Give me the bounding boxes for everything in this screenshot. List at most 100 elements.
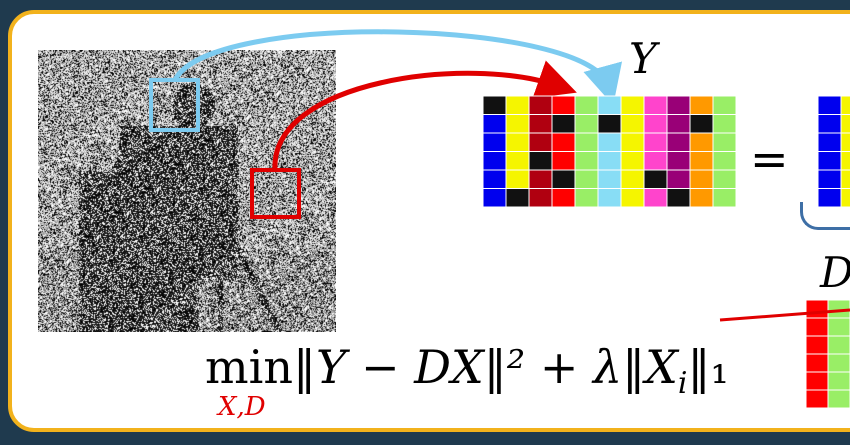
matrix-y-cell bbox=[643, 114, 668, 134]
matrix-y-cell bbox=[482, 132, 507, 152]
blue-arrow bbox=[172, 29, 622, 106]
matrix-y-cell bbox=[574, 169, 599, 189]
matrix-y-cell bbox=[666, 188, 691, 208]
matrix-x-cell bbox=[840, 151, 850, 171]
brace-underline bbox=[800, 202, 850, 230]
matrix-x-partial bbox=[817, 95, 850, 208]
matrix-y-cell bbox=[505, 169, 530, 189]
matrix-y-cell bbox=[505, 188, 530, 208]
matrix-y-cell bbox=[620, 151, 645, 171]
matrix-y-cell bbox=[574, 151, 599, 171]
matrix-y-cell bbox=[620, 114, 645, 134]
formula-body: ‖Y − DX‖² + λ‖X bbox=[292, 340, 678, 394]
matrix-y-cell bbox=[689, 132, 714, 152]
matrix-y-cell bbox=[643, 188, 668, 208]
matrix-y-cell bbox=[482, 188, 507, 208]
matrix-y-cell bbox=[505, 114, 530, 134]
matrix-y-cell bbox=[712, 95, 737, 115]
matrix-x-cell bbox=[817, 169, 842, 189]
matrix-d-cell bbox=[827, 317, 850, 337]
matrix-y-cell bbox=[597, 188, 622, 208]
matrix-y-cell bbox=[528, 188, 553, 208]
red-patch-box bbox=[250, 168, 301, 219]
matrix-y-cell bbox=[666, 169, 691, 189]
matrix-y-cell bbox=[643, 95, 668, 115]
matrix-x-cell bbox=[840, 169, 850, 189]
objective-formula: min‖Y − DX‖² + λ‖Xi‖₁ bbox=[205, 340, 729, 401]
matrix-y-cell bbox=[597, 114, 622, 134]
matrix-y-cell bbox=[597, 151, 622, 171]
matrix-d-cell bbox=[805, 317, 829, 337]
matrix-x-cell bbox=[840, 188, 850, 208]
matrix-d-cell bbox=[827, 335, 850, 355]
matrix-d-cell bbox=[805, 335, 829, 355]
matrix-y-cell bbox=[712, 188, 737, 208]
matrix-y-cell bbox=[528, 151, 553, 171]
matrix-d-cell bbox=[805, 299, 829, 319]
matrix-y-cell bbox=[712, 132, 737, 152]
matrix-y-cell bbox=[689, 114, 714, 134]
matrix-y-cell bbox=[528, 95, 553, 115]
matrix-y-cell bbox=[597, 169, 622, 189]
matrix-y-cell bbox=[551, 188, 576, 208]
matrix-y-cell bbox=[643, 132, 668, 152]
matrix-y-cell bbox=[482, 95, 507, 115]
matrix-d bbox=[805, 299, 850, 409]
matrix-y-cell bbox=[643, 169, 668, 189]
equals-sign: = bbox=[750, 132, 789, 186]
matrix-y-cell bbox=[689, 169, 714, 189]
matrix-y-cell bbox=[689, 151, 714, 171]
matrix-y-cell bbox=[574, 188, 599, 208]
matrix-y-cell bbox=[597, 132, 622, 152]
matrix-y-cell bbox=[620, 95, 645, 115]
matrix-y-cell bbox=[597, 95, 622, 115]
matrix-y-cell bbox=[712, 114, 737, 134]
matrix-y-cell bbox=[482, 169, 507, 189]
matrix-y-cell bbox=[551, 114, 576, 134]
matrix-x-cell bbox=[817, 132, 842, 152]
matrix-y-cell bbox=[574, 114, 599, 134]
matrix-y bbox=[482, 95, 737, 208]
matrix-d-cell bbox=[827, 389, 850, 409]
matrix-x-cell bbox=[817, 114, 842, 134]
matrix-y-cell bbox=[643, 151, 668, 171]
matrix-y-cell bbox=[620, 132, 645, 152]
matrix-y-cell bbox=[551, 151, 576, 171]
matrix-y-cell bbox=[482, 151, 507, 171]
matrix-y-cell bbox=[551, 169, 576, 189]
matrix-d-cell bbox=[827, 371, 850, 391]
matrix-y-cell bbox=[505, 95, 530, 115]
matrix-y-cell bbox=[666, 132, 691, 152]
noisy-cameraman-image bbox=[38, 50, 336, 332]
matrix-y-cell bbox=[666, 114, 691, 134]
matrix-y-cell bbox=[574, 95, 599, 115]
matrix-x-cell bbox=[840, 132, 850, 152]
matrix-y-cell bbox=[620, 169, 645, 189]
matrix-d-cell bbox=[805, 353, 829, 373]
formula-sub-i: i bbox=[677, 366, 688, 402]
matrix-y-cell bbox=[528, 169, 553, 189]
matrix-y-cell bbox=[482, 114, 507, 134]
matrix-d-cell bbox=[805, 371, 829, 391]
matrix-y-cell bbox=[528, 132, 553, 152]
formula-subscript: X,D bbox=[218, 392, 266, 422]
matrix-d-cell bbox=[827, 353, 850, 373]
matrix-y-cell bbox=[574, 132, 599, 152]
matrix-y-cell bbox=[712, 169, 737, 189]
matrix-x-cell bbox=[840, 114, 850, 134]
matrix-y-cell bbox=[689, 188, 714, 208]
matrix-y-cell bbox=[528, 114, 553, 134]
y-label: Y bbox=[629, 34, 657, 83]
matrix-x-cell bbox=[840, 95, 850, 115]
red-arrow bbox=[272, 60, 577, 171]
matrix-y-cell bbox=[551, 95, 576, 115]
formula-min: min bbox=[205, 340, 293, 394]
matrix-y-cell bbox=[505, 132, 530, 152]
matrix-d-cell bbox=[805, 389, 829, 409]
d-label: D bbox=[820, 248, 850, 297]
matrix-y-cell bbox=[712, 151, 737, 171]
matrix-y-cell bbox=[666, 95, 691, 115]
matrix-x-cell bbox=[817, 151, 842, 171]
